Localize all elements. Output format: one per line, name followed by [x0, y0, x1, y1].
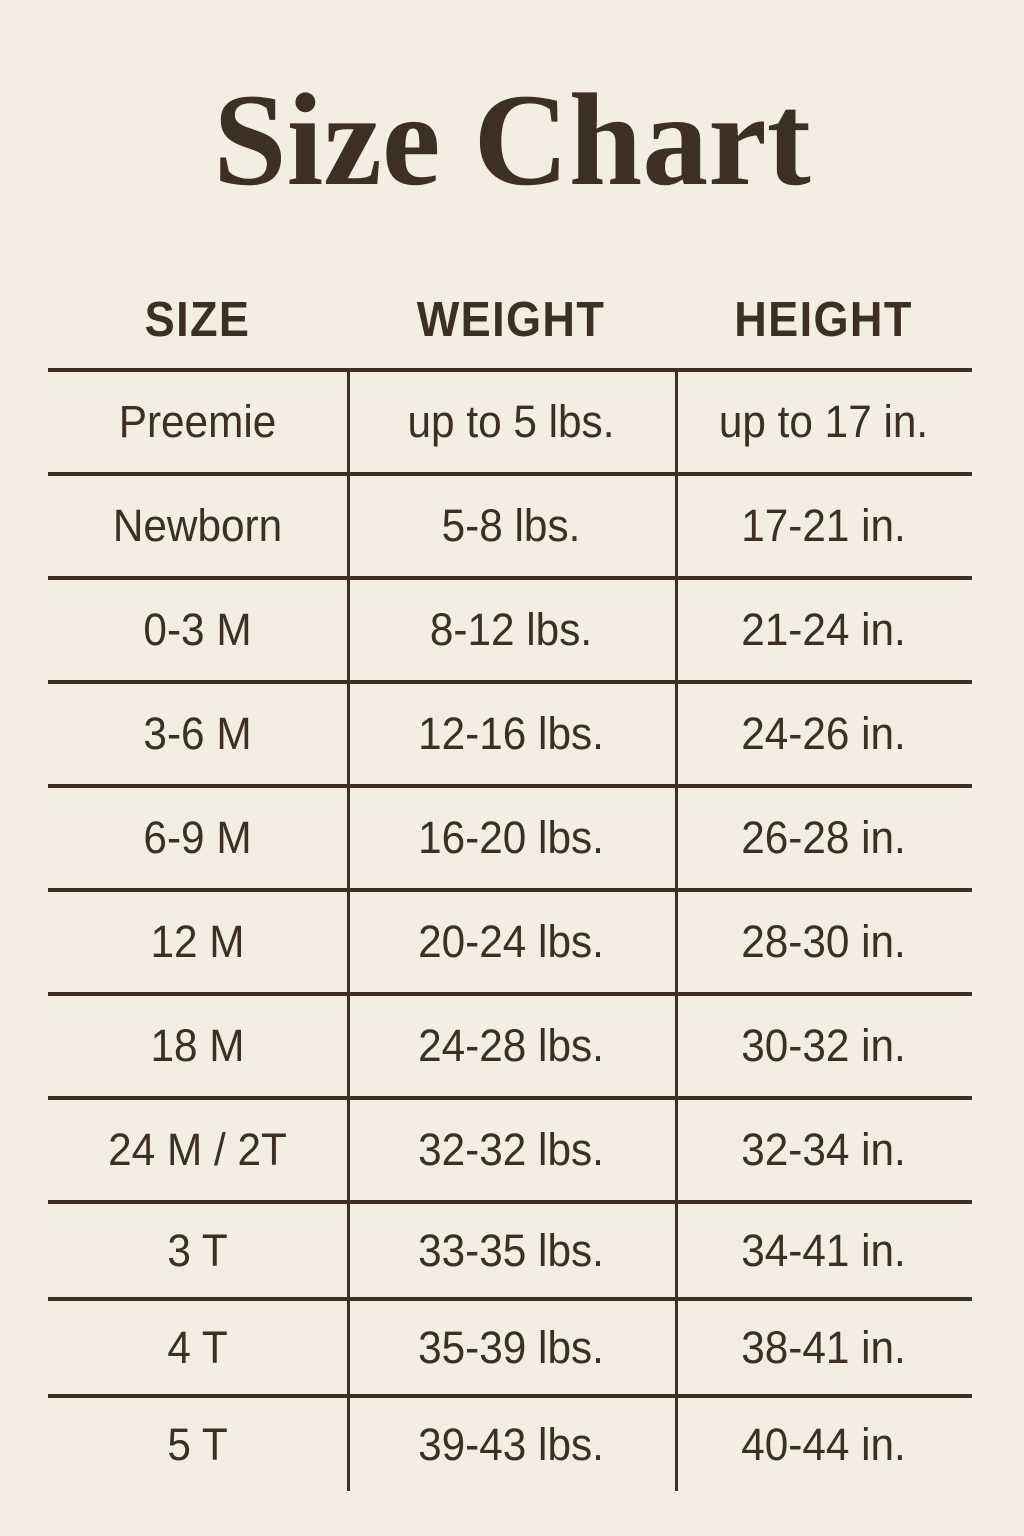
table-header-row: SIZE WEIGHT HEIGHT — [48, 272, 972, 368]
cell-weight: 24-28 lbs. — [418, 1020, 604, 1071]
cell-height: 30-32 in. — [741, 1020, 906, 1071]
cell-size: 3 T — [167, 1224, 228, 1276]
cell-weight: 5-8 lbs. — [441, 500, 581, 551]
table-row: 12 M 20-24 lbs. 28-30 in. — [48, 888, 972, 992]
cell-size: 18 M — [150, 1020, 245, 1071]
cell-weight: 12-16 lbs. — [418, 708, 604, 759]
table-row: 5 T 39-43 lbs. 40-44 in. — [48, 1394, 972, 1491]
table-row: 3-6 M 12-16 lbs. 24-26 in. — [48, 680, 972, 784]
cell-height: 24-26 in. — [741, 708, 906, 759]
cell-size: 12 M — [150, 916, 245, 967]
cell-weight: 16-20 lbs. — [418, 812, 604, 863]
cell-weight: 32-32 lbs. — [418, 1124, 604, 1175]
size-chart-table: SIZE WEIGHT HEIGHT Preemie up to 5 lbs. … — [48, 272, 972, 1491]
column-header-size: SIZE — [144, 293, 251, 347]
cell-size: 5 T — [167, 1418, 228, 1470]
cell-weight: 39-43 lbs. — [418, 1418, 604, 1470]
cell-weight: 35-39 lbs. — [418, 1321, 604, 1373]
column-divider-2 — [675, 368, 678, 1491]
cell-height: 38-41 in. — [741, 1321, 906, 1373]
cell-size: Newborn — [112, 500, 283, 551]
cell-height: 26-28 in. — [741, 812, 906, 863]
table-row: 24 M / 2T 32-32 lbs. 32-34 in. — [48, 1096, 972, 1200]
page-title: Size Chart — [213, 66, 811, 213]
cell-size: 24 M / 2T — [108, 1124, 287, 1175]
cell-height: 34-41 in. — [741, 1224, 906, 1276]
table-row: 6-9 M 16-20 lbs. 26-28 in. — [48, 784, 972, 888]
table-row: Newborn 5-8 lbs. 17-21 in. — [48, 472, 972, 576]
cell-size: Preemie — [118, 396, 277, 447]
cell-weight: 20-24 lbs. — [418, 916, 604, 967]
cell-size: 0-3 M — [143, 604, 252, 655]
cell-height: 40-44 in. — [741, 1418, 906, 1470]
column-header-weight: WEIGHT — [416, 293, 606, 347]
table-row: Preemie up to 5 lbs. up to 17 in. — [48, 368, 972, 472]
table-row: 4 T 35-39 lbs. 38-41 in. — [48, 1297, 972, 1394]
cell-weight: 8-12 lbs. — [429, 604, 593, 655]
cell-size: 6-9 M — [143, 812, 252, 863]
table-row: 18 M 24-28 lbs. 30-32 in. — [48, 992, 972, 1096]
cell-size: 3-6 M — [143, 708, 252, 759]
cell-height: 17-21 in. — [741, 500, 906, 551]
cell-size: 4 T — [167, 1321, 228, 1373]
cell-weight: 33-35 lbs. — [418, 1224, 604, 1276]
table-row: 3 T 33-35 lbs. 34-41 in. — [48, 1200, 972, 1297]
column-header-height: HEIGHT — [734, 293, 913, 347]
cell-height: 21-24 in. — [741, 604, 906, 655]
table-body: Preemie up to 5 lbs. up to 17 in. Newbor… — [48, 368, 972, 1491]
cell-height: 32-34 in. — [741, 1124, 906, 1175]
column-divider-1 — [347, 368, 350, 1491]
table-row: 0-3 M 8-12 lbs. 21-24 in. — [48, 576, 972, 680]
cell-weight: up to 5 lbs. — [407, 396, 615, 447]
cell-height: up to 17 in. — [718, 396, 929, 447]
cell-height: 28-30 in. — [741, 916, 906, 967]
